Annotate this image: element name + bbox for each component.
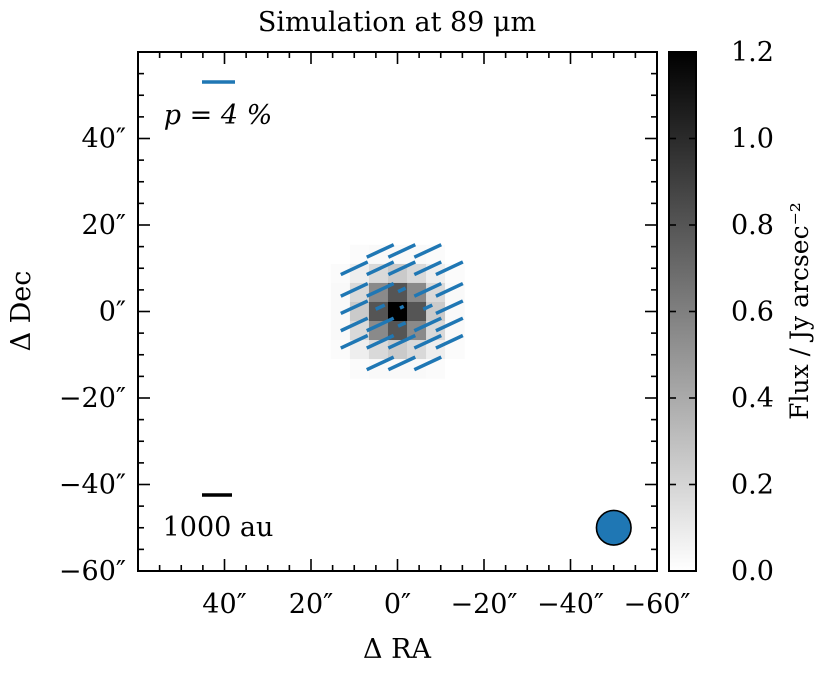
polarization-vector xyxy=(397,286,407,294)
image-pixel xyxy=(368,359,389,379)
image-pixel xyxy=(349,359,370,379)
reference-vector-label: p = 4 % xyxy=(164,100,273,131)
polarization-vector xyxy=(413,316,442,333)
x-axis-labels: 40″ 20″ 0″ −20″ −40″ −60″ xyxy=(202,589,690,620)
polarization-vector xyxy=(340,316,369,333)
polarization-vector xyxy=(397,321,407,328)
colorbar-tick-label: 0.4 xyxy=(731,383,774,414)
polarization-vector xyxy=(387,333,417,350)
polarization-vector xyxy=(387,260,417,277)
polarization-vector xyxy=(435,260,464,277)
polarization-vector xyxy=(413,355,442,372)
y-tick-label: −60″ xyxy=(59,556,126,587)
scale-bar-label: 1000 au xyxy=(163,512,274,543)
image-pixel xyxy=(349,340,370,360)
image-pixel xyxy=(445,244,465,265)
plot-area: 1000 au p = 4 % xyxy=(137,51,658,572)
polarization-vector xyxy=(413,333,442,350)
polarization-vector xyxy=(340,260,369,277)
colorbar-tick-label: 0.2 xyxy=(731,470,774,501)
polarization-vector xyxy=(366,282,395,298)
chart-title: Simulation at 89 μm xyxy=(258,7,536,38)
x-tick-label: 40″ xyxy=(202,589,246,620)
polarization-vector xyxy=(422,303,434,311)
colorbar-tick-label: 0.8 xyxy=(731,210,774,241)
y-tick-label: 0″ xyxy=(99,297,126,328)
y-tick-label: 20″ xyxy=(82,210,126,241)
colorbar-tick-label: 1.2 xyxy=(731,37,774,68)
image-pixel xyxy=(368,301,389,322)
polarization-vector xyxy=(435,282,464,298)
polarization-vectors xyxy=(340,243,464,372)
image-pixel xyxy=(407,301,427,322)
polarization-vector xyxy=(340,333,369,350)
reference-vector: p = 4 % xyxy=(164,80,273,131)
polarization-vector xyxy=(435,299,464,316)
scale-bar: 1000 au xyxy=(163,493,274,543)
y-tick-label: −40″ xyxy=(59,470,126,501)
image-pixel xyxy=(445,340,465,360)
y-axis-title: Δ Dec xyxy=(6,271,37,352)
polarization-vector xyxy=(413,243,442,259)
image-pixel xyxy=(330,359,351,379)
polarization-vector xyxy=(387,243,417,259)
colorbar-tick-label: 0.6 xyxy=(731,297,774,328)
x-tick-label: 0″ xyxy=(384,589,411,620)
polarization-vector xyxy=(374,303,386,311)
image-pixel xyxy=(330,321,351,341)
colorbar-ticks: 0.0 0.2 0.4 0.6 0.8 1.0 1.2 xyxy=(669,37,774,587)
image-pixel xyxy=(407,282,427,303)
polarization-vector xyxy=(366,316,395,333)
colorbar-tick-label: 0.0 xyxy=(731,556,774,587)
beam xyxy=(595,509,632,546)
beam-ellipse xyxy=(595,509,632,546)
polarization-vector xyxy=(366,333,395,350)
x-tick-label: −20″ xyxy=(450,589,517,620)
intensity-map xyxy=(330,244,465,379)
image-pixel xyxy=(445,359,465,379)
polarization-vector xyxy=(387,355,417,372)
polarization-vector xyxy=(399,304,405,310)
image-pixel xyxy=(330,282,351,303)
polarization-vector xyxy=(413,282,442,298)
polarization-vector xyxy=(435,316,464,333)
x-tick-label: 20″ xyxy=(289,589,333,620)
y-axis-labels: 40″ 20″ 0″ −20″ −40″ −60″ xyxy=(59,124,126,588)
plot-frame xyxy=(137,51,658,572)
x-axis-title: Δ RA xyxy=(363,634,431,665)
y-tick-label: −20″ xyxy=(59,383,126,414)
polarization-vector xyxy=(413,260,442,277)
colorbar-tick-label: 1.0 xyxy=(731,124,774,155)
image-pixel xyxy=(349,244,370,265)
polarization-vector xyxy=(435,333,464,350)
colorbar-label: Flux / Jy arcsec⁻² xyxy=(785,202,814,420)
y-tick-label: 40″ xyxy=(82,124,126,155)
polarization-vector xyxy=(366,260,395,277)
polarization-vector xyxy=(340,282,369,298)
polarization-vector xyxy=(340,299,369,316)
polarization-vector xyxy=(366,243,395,259)
polarization-vector xyxy=(366,355,395,372)
colorbar: 0.0 0.2 0.4 0.6 0.8 1.0 1.2 Flux / Jy arcsec⁻² xyxy=(668,37,814,587)
x-tick-label: −40″ xyxy=(537,589,604,620)
x-tick-label: −60″ xyxy=(623,589,690,620)
image-pixel xyxy=(330,244,351,265)
image-pixel xyxy=(368,263,389,284)
image-pixel xyxy=(426,359,446,379)
